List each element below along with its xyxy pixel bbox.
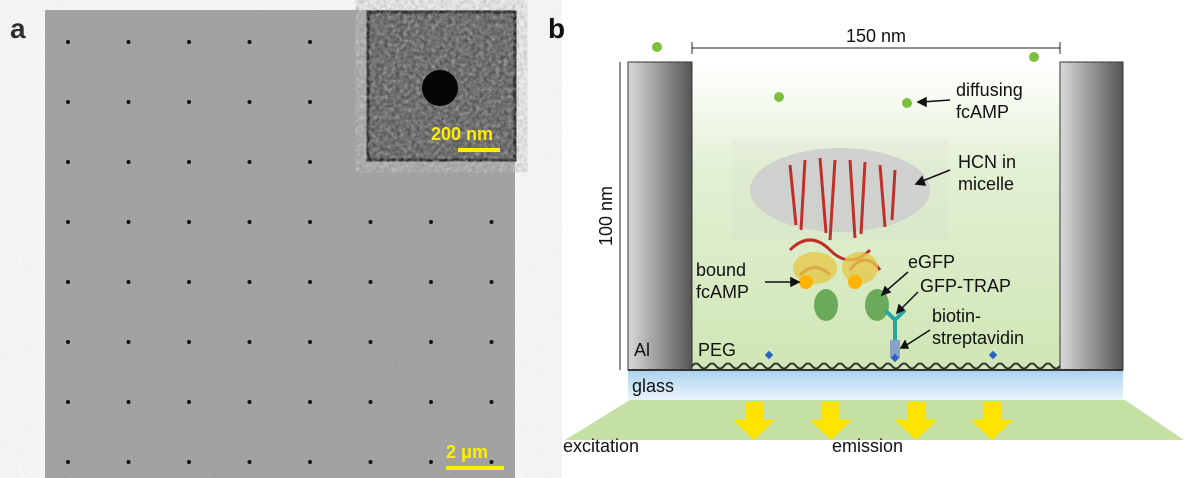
nanowell-dot bbox=[127, 400, 131, 404]
nanowell-dot bbox=[248, 340, 252, 344]
text-line: HCN in bbox=[958, 152, 1016, 172]
nanowell-dot bbox=[187, 340, 191, 344]
peg-label: PEG bbox=[698, 340, 736, 360]
height-label: 100 nm bbox=[596, 186, 616, 246]
panel-label: b bbox=[548, 13, 565, 44]
nanowell-dot bbox=[369, 340, 373, 344]
nanowell-dot bbox=[187, 400, 191, 404]
nanowell-dot bbox=[248, 460, 252, 464]
nanowell-dot bbox=[187, 100, 191, 104]
al-label: Al bbox=[634, 340, 650, 360]
figure: a 200 nm 2 μm b 150 nm 100 nm bbox=[0, 0, 1184, 478]
bound-fcamp bbox=[848, 275, 862, 289]
nanowell-dot bbox=[127, 160, 131, 164]
nanowell-dot bbox=[369, 280, 373, 284]
scale-bar bbox=[446, 466, 504, 470]
glass-label: glass bbox=[632, 376, 674, 396]
text-line: streptavidin bbox=[932, 328, 1024, 348]
glass bbox=[628, 370, 1123, 400]
nanowell-dot bbox=[429, 220, 433, 224]
nanowell-dot bbox=[66, 160, 70, 164]
al-wall bbox=[628, 62, 692, 370]
nanowell-dot bbox=[490, 220, 494, 224]
nanowell-dot bbox=[369, 400, 373, 404]
text-line: diffusing bbox=[956, 80, 1023, 100]
bound-fcamp bbox=[799, 275, 813, 289]
nanowell-dot bbox=[127, 100, 131, 104]
nanowell-dot bbox=[429, 400, 433, 404]
inset-scale-label: 200 nm bbox=[431, 124, 493, 144]
text-line: micelle bbox=[958, 174, 1014, 194]
nanowell-dot bbox=[429, 340, 433, 344]
nanowell-dot bbox=[308, 40, 312, 44]
nanowell-dot bbox=[308, 280, 312, 284]
nanowell-dot bbox=[248, 100, 252, 104]
nanowell-dot bbox=[187, 220, 191, 224]
light-cone bbox=[565, 400, 1184, 440]
nanowell-dot bbox=[490, 280, 494, 284]
excitation-label: excitation bbox=[563, 436, 639, 456]
nanowell-dot bbox=[187, 460, 191, 464]
nanowell-dot bbox=[308, 400, 312, 404]
nanowell-dot bbox=[490, 400, 494, 404]
text-line: bound bbox=[696, 260, 746, 280]
egfp-label: eGFP bbox=[908, 252, 955, 272]
nanowell-dot bbox=[248, 220, 252, 224]
nanowell-dot bbox=[308, 100, 312, 104]
nanowell-dot bbox=[490, 340, 494, 344]
nanowell-dot bbox=[66, 460, 70, 464]
nanowell-dot bbox=[127, 40, 131, 44]
text-line: fcAMP bbox=[696, 282, 749, 302]
nanowell bbox=[422, 70, 458, 106]
nanowell-dot bbox=[248, 280, 252, 284]
gfp-trap-label: GFP-TRAP bbox=[920, 276, 1011, 296]
nanowell-dot bbox=[127, 220, 131, 224]
nanowell-dot bbox=[248, 160, 252, 164]
nanowell-dot bbox=[187, 280, 191, 284]
nanowell-dot bbox=[66, 280, 70, 284]
nanowell-dot bbox=[308, 340, 312, 344]
nanowell-dot bbox=[429, 280, 433, 284]
micelle-texture bbox=[750, 148, 930, 232]
text-line: biotin- bbox=[932, 306, 981, 326]
nanowell-dot bbox=[308, 460, 312, 464]
nanowell-dot bbox=[127, 280, 131, 284]
panel-label: a bbox=[10, 13, 26, 44]
emission-label: emission bbox=[832, 436, 903, 456]
nanowell-dot bbox=[66, 220, 70, 224]
nanowell-dot bbox=[248, 40, 252, 44]
nanowell-dot bbox=[369, 220, 373, 224]
nanowell-dot bbox=[66, 100, 70, 104]
nanowell-dot bbox=[66, 40, 70, 44]
nanowell-dot bbox=[66, 340, 70, 344]
text-line: fcAMP bbox=[956, 102, 1009, 122]
al-wall bbox=[1060, 62, 1123, 370]
nanowell-dot bbox=[127, 340, 131, 344]
nanowell-dot bbox=[369, 460, 373, 464]
nanowell-dot bbox=[248, 400, 252, 404]
nanowell-dot bbox=[490, 460, 494, 464]
nanowell-dot bbox=[308, 160, 312, 164]
nanowell-dot bbox=[187, 160, 191, 164]
nanowell-dot bbox=[127, 460, 131, 464]
nanowell-dot bbox=[429, 460, 433, 464]
width-label: 150 nm bbox=[846, 26, 906, 46]
inset-scale-bar bbox=[458, 148, 500, 152]
nanowell-dot bbox=[308, 220, 312, 224]
scale-label: 2 μm bbox=[446, 442, 488, 462]
nanowell-dot bbox=[66, 400, 70, 404]
nanowell-dot bbox=[187, 40, 191, 44]
